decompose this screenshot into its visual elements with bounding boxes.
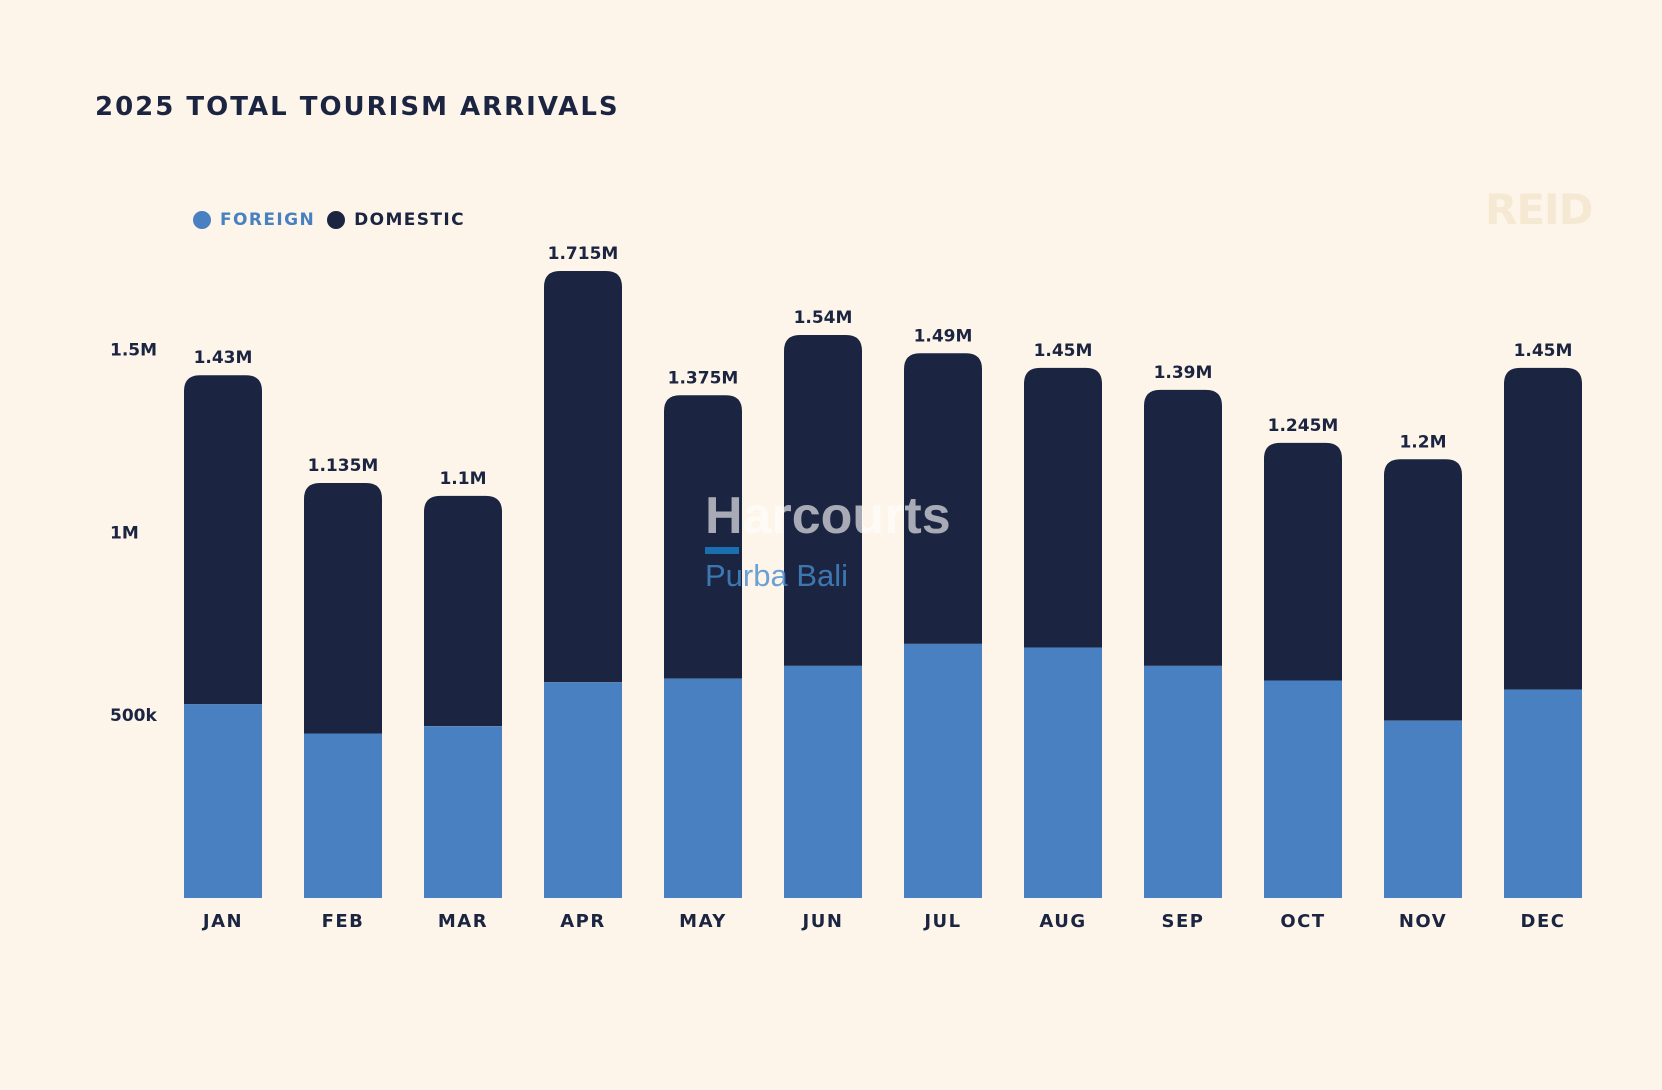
bar-domestic	[1504, 367, 1582, 690]
x-tick-label: JUL	[922, 911, 961, 932]
y-tick-label: 1.5M	[110, 341, 157, 361]
bar-domestic	[664, 395, 742, 679]
bar-domestic	[904, 353, 982, 644]
legend-label-foreign: FOREIGN	[220, 210, 316, 230]
bar-total-label: 1.45M	[1514, 341, 1573, 361]
brand-logo-mark: REID	[1485, 185, 1594, 234]
x-tick-label: DEC	[1521, 911, 1566, 932]
bar-foreign	[664, 678, 742, 898]
bar-domestic	[304, 483, 382, 734]
bar-domestic	[544, 271, 622, 683]
x-tick-label: APR	[560, 911, 605, 932]
bar-domestic	[184, 375, 262, 705]
bar-total-label: 1.245M	[1268, 416, 1339, 436]
bar-foreign	[784, 665, 862, 898]
bar-domestic	[1024, 367, 1102, 648]
bar-foreign	[1024, 647, 1102, 898]
x-tick-label: OCT	[1280, 911, 1325, 932]
y-tick-label: 1M	[110, 523, 139, 543]
y-tick-label: 500k	[110, 706, 157, 726]
bar-foreign	[904, 643, 982, 898]
bar-total-label: 1.45M	[1034, 341, 1093, 361]
x-tick-label: SEP	[1162, 911, 1205, 932]
x-tick-label: MAR	[438, 911, 488, 932]
bar-foreign	[1384, 720, 1462, 898]
bar-total-label: 1.54M	[794, 308, 853, 328]
bar-foreign	[424, 726, 502, 898]
x-tick-label: JUN	[801, 911, 844, 932]
bar-total-label: 1.43M	[194, 348, 253, 368]
bar-foreign	[184, 704, 262, 898]
bar-total-label: 1.49M	[914, 326, 973, 346]
bar-total-label: 1.2M	[1399, 432, 1446, 452]
bar-domestic	[424, 495, 502, 727]
bar-domestic	[1384, 459, 1462, 721]
bar-total-label: 1.1M	[439, 469, 486, 489]
x-tick-label: MAY	[679, 911, 727, 932]
bar-foreign	[1144, 665, 1222, 898]
bar-domestic	[784, 334, 862, 666]
bar-domestic	[1144, 389, 1222, 666]
bar-foreign	[1264, 680, 1342, 898]
legend-swatch-foreign	[193, 211, 211, 229]
bar-foreign	[304, 733, 382, 898]
x-tick-label: NOV	[1399, 911, 1447, 932]
bar-total-label: 1.715M	[548, 244, 619, 264]
chart-title: 2025 TOTAL TOURISM ARRIVALS	[95, 92, 620, 122]
x-tick-label: JAN	[201, 911, 243, 932]
bar-total-label: 1.375M	[668, 368, 739, 388]
legend-item-foreign: FOREIGN	[193, 210, 315, 230]
bar-domestic	[1264, 442, 1342, 681]
legend-swatch-domestic	[327, 211, 346, 229]
bar-total-label: 1.39M	[1154, 363, 1213, 383]
bar-foreign	[1504, 689, 1582, 898]
legend-item-domestic: DOMESTIC	[327, 210, 465, 230]
bar-total-label: 1.135M	[308, 456, 379, 476]
x-tick-label: FEB	[322, 911, 365, 932]
x-tick-label: AUG	[1039, 911, 1086, 932]
bar-foreign	[544, 682, 622, 898]
chart-legend: FOREIGN DOMESTIC	[193, 210, 477, 230]
legend-label-domestic: DOMESTIC	[354, 210, 466, 230]
